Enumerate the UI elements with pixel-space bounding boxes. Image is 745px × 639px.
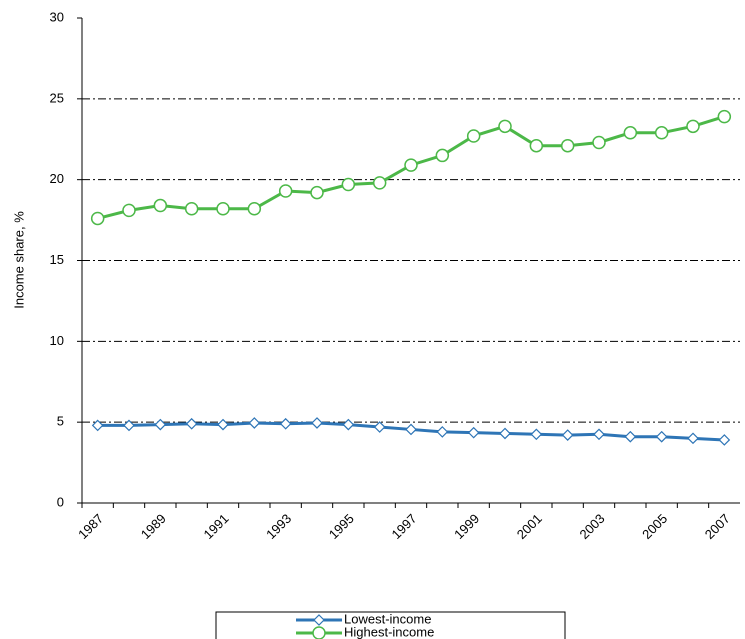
point [561,429,574,441]
point [435,148,450,163]
legend-label: Highest-income [344,624,434,639]
point [341,177,356,192]
x-tick-label: 1987 [75,511,106,542]
point [623,126,638,140]
point [216,202,230,216]
point [247,202,262,216]
x-tick-label: 1991 [200,511,231,542]
point [687,432,699,445]
point [217,418,229,431]
x-tick-label: 1997 [388,511,419,542]
x-tick-label: 2007 [702,511,733,542]
point [466,129,481,143]
x-tick-label: 2003 [576,511,607,542]
point [560,138,575,153]
point [310,185,324,200]
point [499,427,511,440]
point [342,418,355,431]
point [91,419,104,432]
point [248,417,261,429]
point [436,426,449,438]
y-tick-label: 20 [50,171,64,186]
point [655,430,668,443]
point [654,126,669,140]
x-tick-label: 1999 [451,511,482,542]
point [154,418,167,431]
point [498,119,512,134]
point [592,135,606,150]
point [185,417,198,430]
point [624,430,637,443]
point [372,176,387,190]
x-tick-label: 1989 [138,511,169,542]
point [718,434,731,446]
y-axis-label: Income share, % [11,211,26,309]
x-tick-label: 1995 [326,511,357,542]
point [184,202,199,216]
y-tick-label: 15 [50,252,64,267]
y-tick-label: 0 [57,494,64,509]
point [313,614,325,626]
point [312,626,326,639]
point [593,428,605,441]
point [123,419,135,432]
point [717,109,732,124]
point [404,158,418,172]
y-tick-label: 10 [50,333,64,348]
x-tick-label: 2005 [639,511,670,542]
legend-box [215,611,566,639]
point [529,138,544,153]
y-tick-label: 30 [50,9,64,24]
y-tick-label: 25 [50,90,64,105]
point [373,421,386,433]
point [467,426,480,439]
x-tick-label: 1993 [263,511,294,542]
point [279,417,292,430]
point [405,423,417,436]
legend-label: Lowest-income [344,611,431,626]
point [686,119,700,134]
point [530,428,543,441]
point [311,417,323,429]
point [278,184,293,198]
point [90,211,105,226]
point [122,203,136,218]
point [153,198,168,213]
x-tick-label: 2001 [514,511,545,542]
y-tick-label: 5 [57,414,64,429]
